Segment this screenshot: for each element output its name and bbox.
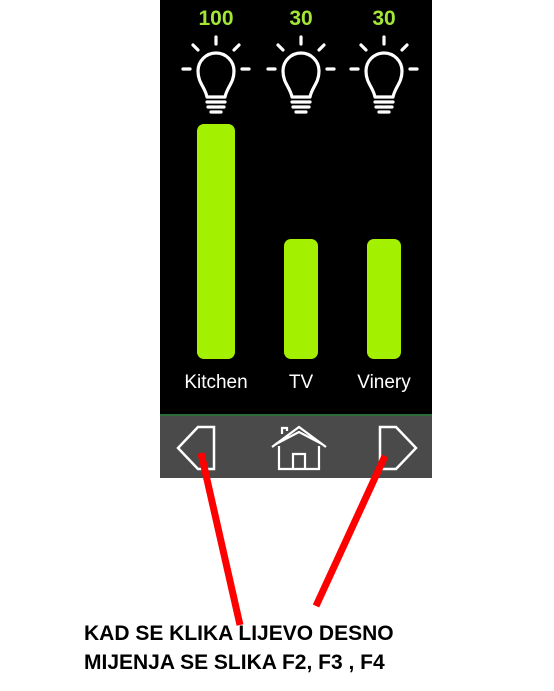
annotation-arrow-right <box>312 454 389 608</box>
annotation-line-2: MIJENJA SE SLIKA F2, F3 , F4 <box>84 651 385 674</box>
level-bar[interactable] <box>284 239 318 359</box>
channel-kitchen: 100 Kitchen <box>171 0 261 414</box>
lightbulb-icon <box>266 35 336 114</box>
channel-vinery: 30 Vinery <box>339 0 429 414</box>
home-icon[interactable] <box>270 424 328 472</box>
navigation-bar <box>160 416 432 478</box>
channel-label: TV <box>288 372 314 393</box>
chevron-left-icon[interactable] <box>174 424 220 472</box>
annotation-arrow-left <box>197 452 244 626</box>
channel-value: 30 <box>289 7 313 30</box>
level-bar[interactable] <box>197 124 235 359</box>
lightbulb-icon <box>349 35 419 114</box>
channel-tv: 30 TV <box>256 0 346 414</box>
chevron-right-icon[interactable] <box>374 424 420 472</box>
channel-label: Vinery <box>357 372 411 393</box>
annotation-line-1: KAD SE KLIKA LIJEVO DESNO <box>84 622 394 645</box>
channel-value: 30 <box>372 7 396 30</box>
device-screen: 100 Kitchen <box>160 0 432 478</box>
annotation-note: KAD SE KLIKA LIJEVO DESNO MIJENJA SE SLI… <box>84 619 544 677</box>
lightbulb-icon <box>181 35 251 114</box>
channel-value: 100 <box>198 7 234 30</box>
dimmer-panel: 100 Kitchen <box>160 0 432 416</box>
channel-label: Kitchen <box>184 372 248 393</box>
level-bar[interactable] <box>367 239 401 359</box>
